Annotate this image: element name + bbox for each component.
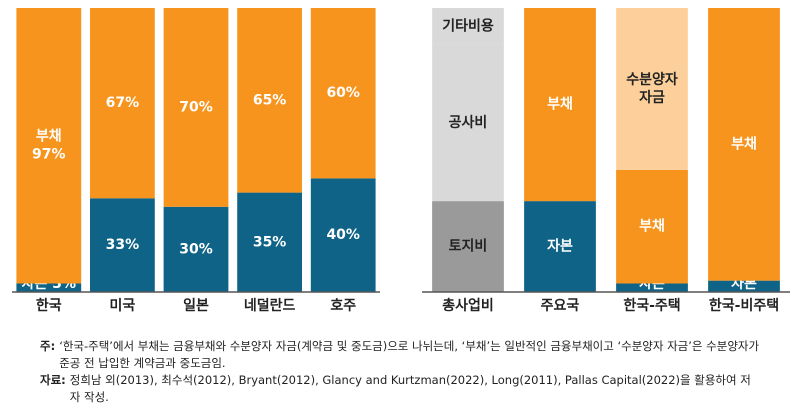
- x-tick-label: 네덜란드: [244, 297, 296, 314]
- bar-segment: [616, 8, 688, 170]
- segment-label: 수분양자 자금: [626, 72, 678, 106]
- segment-label: 65%: [253, 92, 287, 108]
- segment-label: 35%: [253, 234, 287, 250]
- segment-label: 기타비용: [442, 18, 494, 34]
- x-tick-label: 한국: [36, 298, 62, 314]
- segment-label: 공사비: [449, 115, 488, 131]
- bar-segment: [90, 198, 155, 292]
- note-text: 정희남 외(2013), 최수석(2012), Bryant(2012), Gl…: [69, 373, 751, 404]
- bar-segment: [16, 283, 82, 292]
- segment-label: 67%: [106, 95, 140, 111]
- x-tick-label: 호주: [330, 298, 356, 314]
- bar-segment: [310, 178, 376, 292]
- notes: 주: ‘한국-주택’에서 부채는 금융부채와 수분양자 자금(계약금 및 중도금)…: [40, 338, 760, 406]
- bar-segment: [163, 206, 229, 292]
- note: 자료: 정희남 외(2013), 최수석(2012), Bryant(2012),…: [40, 372, 760, 406]
- note-label: 자료:: [40, 373, 66, 387]
- segment-label: 70%: [179, 99, 213, 115]
- segment-label: 33%: [106, 237, 140, 253]
- note-text: ‘한국-주택’에서 부채는 금융부채와 수분양자 자금(계약금 및 중도금)으로…: [59, 339, 760, 370]
- segment-label: 부채: [547, 97, 573, 113]
- segment-label: 30%: [179, 241, 213, 257]
- bar-segment: [432, 8, 504, 45]
- x-tick-label: 미국: [110, 298, 136, 314]
- segment-label: 토지비: [449, 239, 488, 255]
- bar-segment: [237, 192, 302, 292]
- bar-segment: [432, 201, 504, 292]
- segment-label: 자본: [547, 239, 573, 255]
- x-tick-label: 총사업비: [442, 298, 494, 314]
- segment-label: 부채: [731, 136, 757, 152]
- note-label: 주:: [40, 339, 56, 353]
- bar-segment: [432, 44, 504, 202]
- x-tick-label: 일본: [183, 298, 209, 314]
- bar-segment: [310, 8, 376, 179]
- bar-segment: [708, 8, 780, 281]
- bar-segment: [616, 283, 688, 292]
- bar-segment: [237, 8, 302, 193]
- x-tick-label: 한국-주택: [623, 297, 680, 314]
- segment-label: 부채 97%: [32, 129, 66, 163]
- bar-segment: [16, 8, 82, 284]
- segment-label: 부채: [639, 219, 665, 235]
- bar-segment: [90, 8, 155, 199]
- bar-segment: [708, 280, 780, 292]
- segment-label: 60%: [326, 85, 360, 101]
- segment-label: 40%: [326, 227, 360, 243]
- x-tick-label: 주요국: [541, 298, 580, 314]
- note: 주: ‘한국-주택’에서 부채는 금융부채와 수분양자 자금(계약금 및 중도금)…: [40, 338, 760, 372]
- bar-segment: [163, 8, 229, 207]
- bar-segment: [524, 201, 596, 292]
- chart: 자본 3%부채 97%한국33%67%미국30%70%일본35%65%네덜란드40…: [12, 8, 790, 314]
- bar-segment: [616, 169, 688, 284]
- x-tick-label: 한국-비주택: [709, 297, 779, 314]
- bar-segment: [524, 8, 596, 202]
